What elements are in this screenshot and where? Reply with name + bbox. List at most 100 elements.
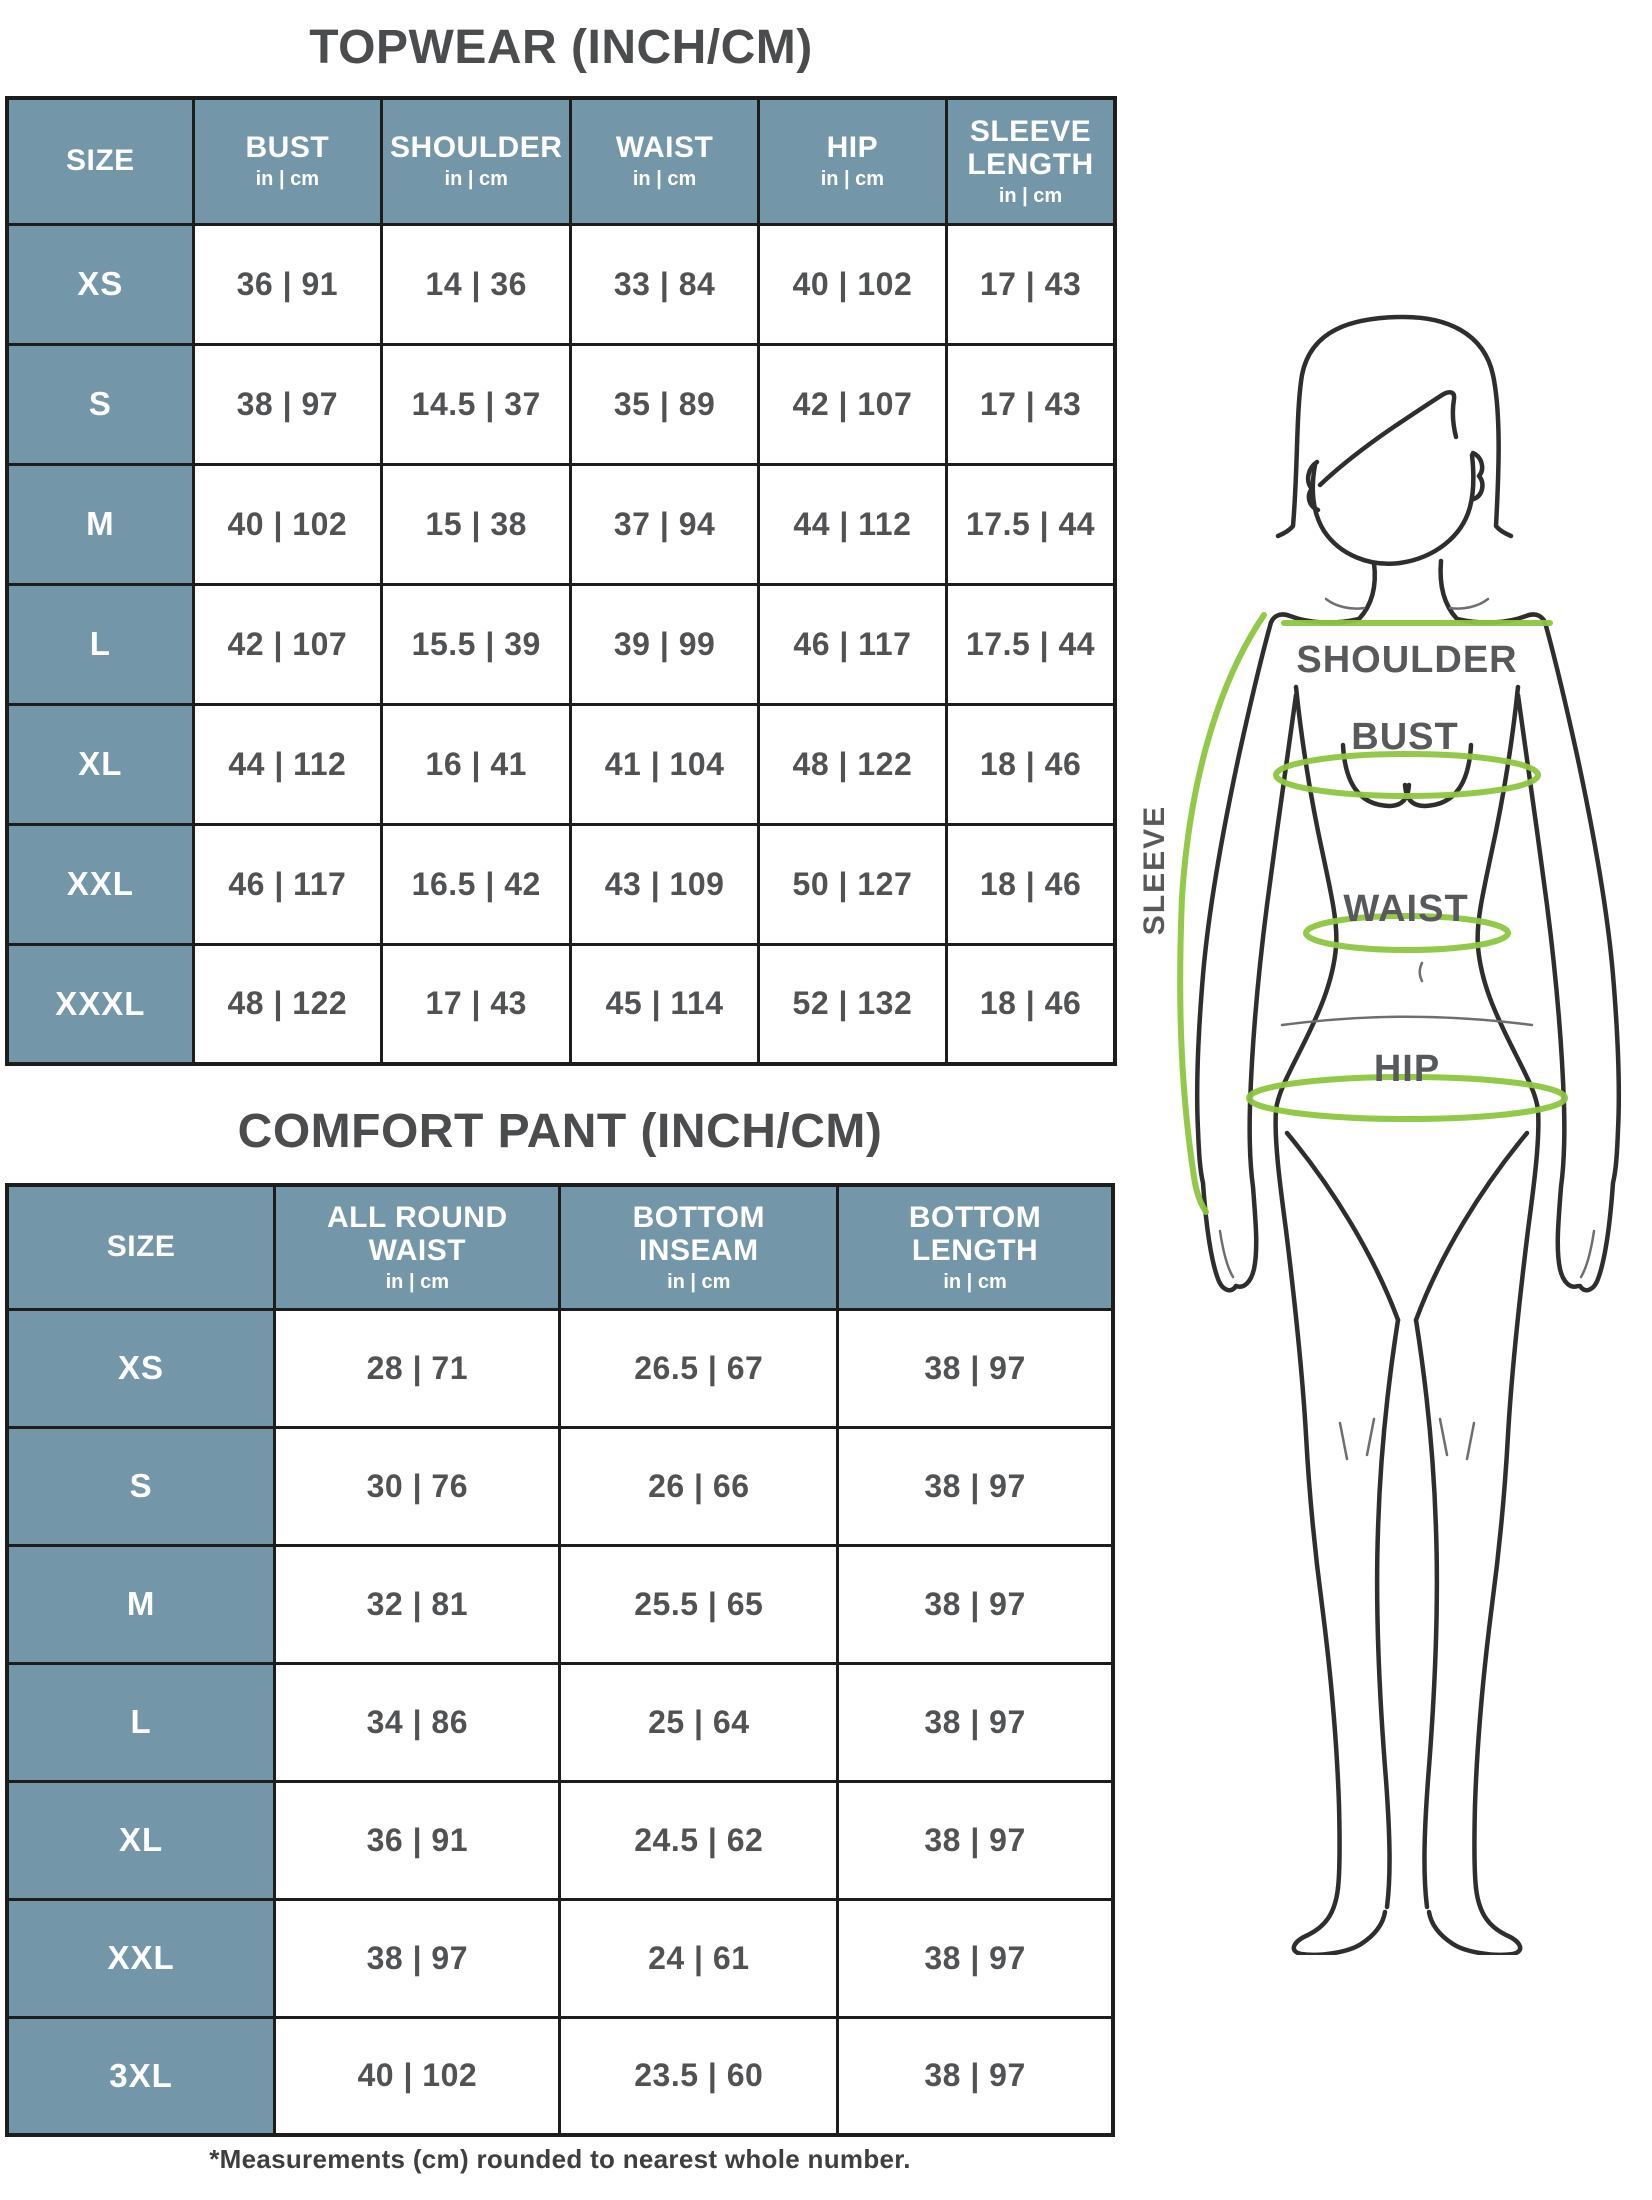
size-cell: L: [5, 1661, 277, 1783]
value-cell: 26.5 | 67: [558, 1307, 840, 1429]
table-row: XS 36 | 91 14 | 36 33 | 84 40 | 102 17 | 43: [5, 222, 1117, 346]
column-label: SIZE: [106, 1230, 176, 1264]
column-unit-sub: in | cm: [444, 168, 508, 191]
left-ear-outline: [1305, 459, 1321, 513]
value-cell: 23.5 | 60: [558, 2015, 840, 2137]
column-unit-sub: in | cm: [632, 168, 697, 191]
comfort-col-bottom-length: BOTTOM LENGTH in | cm: [836, 1183, 1115, 1311]
value-cell: 17.5 | 44: [945, 582, 1117, 706]
topwear-col-shoulder: SHOULDER in | cm: [379, 96, 573, 226]
topwear-header: SIZE BUST in | cm SHOULDER in | cm WAIST in | …: [5, 96, 1117, 226]
value-cell: 33 | 84: [569, 222, 760, 346]
face-outline: [1310, 452, 1476, 566]
left-torso-leg-outline: [1273, 684, 1342, 1891]
value-cell: 40 | 102: [273, 2015, 562, 2137]
value-cell: 26 | 66: [558, 1425, 840, 1547]
value-cell: 46 | 117: [191, 822, 384, 946]
value-cell: 18 | 46: [945, 822, 1117, 946]
bikini-left-line: [1284, 1130, 1401, 1323]
table-row: 3XL 40 | 102 23.5 | 60 38 | 97: [5, 2015, 1115, 2137]
shoulder-label: SHOULDER: [1296, 639, 1517, 681]
value-cell: 38 | 97: [836, 1425, 1115, 1547]
right-shoulder-arm-outline: [1454, 612, 1622, 1293]
right-torso-leg-outline: [1472, 684, 1541, 1891]
value-cell: 24 | 61: [558, 1897, 840, 2019]
value-cell: 52 | 132: [756, 942, 949, 1066]
value-cell: 38 | 97: [836, 1779, 1115, 1901]
size-cell: M: [5, 1543, 277, 1665]
value-cell: 38 | 97: [836, 1307, 1115, 1429]
size-cell: L: [5, 582, 195, 706]
table-row: XS 28 | 71 26.5 | 67 38 | 97: [5, 1307, 1115, 1429]
left-arm-inner-line: [1233, 692, 1299, 1289]
navel-mark: [1418, 961, 1424, 983]
value-cell: 18 | 46: [945, 942, 1117, 1066]
column-label: SHOULDER: [390, 131, 563, 165]
bust-measure-ellipse: [1273, 751, 1541, 799]
comfort-pant-title: COMFORT PANT (INCH/CM): [237, 1105, 883, 1158]
size-cell: S: [5, 1425, 277, 1547]
value-cell: 35 | 89: [569, 342, 760, 466]
value-cell: 17 | 43: [379, 942, 573, 1066]
comfort-col-all-round-waist: ALL ROUND WAIST in | cm: [273, 1183, 562, 1311]
neck-right-line: [1438, 558, 1460, 622]
topwear-col-sleeve-length: SLEEVE LENGTH in | cm: [945, 96, 1117, 226]
right-ear-outline: [1470, 450, 1485, 502]
waist-label: WAIST: [1343, 888, 1468, 930]
right-hand-finger-line: [1579, 1229, 1596, 1279]
size-cell: XXL: [5, 822, 195, 946]
value-cell: 24.5 | 62: [558, 1779, 840, 1901]
value-cell: 14.5 | 37: [379, 342, 573, 466]
value-cell: 17.5 | 44: [945, 462, 1117, 586]
left-hand-finger-line: [1218, 1229, 1235, 1279]
value-cell: 43 | 109: [569, 822, 760, 946]
size-cell: S: [5, 342, 195, 466]
value-cell: 40 | 102: [756, 222, 949, 346]
value-cell: 16.5 | 42: [379, 822, 573, 946]
topwear-col-waist: WAIST in | cm: [569, 96, 760, 226]
comfort-body: XS 28 | 71 26.5 | 67 38 | 97 S 30 | 76 26 | 66…: [5, 1307, 1115, 2137]
value-cell: 42 | 107: [191, 582, 384, 706]
value-cell: 14 | 36: [379, 222, 573, 346]
column-label: ALL ROUND WAIST: [327, 1200, 508, 1268]
left-leg-inner-line: [1374, 1317, 1401, 1910]
comfort-header: SIZE ALL ROUND WAIST in | cm BOTTOM INSEAM i…: [5, 1183, 1115, 1311]
sleeve-label: SLEEVE: [1138, 805, 1171, 935]
fringe-outline: [1317, 389, 1459, 488]
right-foot-outline: [1426, 1885, 1523, 1955]
table-row: M 32 | 81 25.5 | 65 38 | 97: [5, 1543, 1115, 1665]
table-row: XXL 46 | 117 16.5 | 42 43 | 109 50 | 127 18 |…: [5, 822, 1117, 946]
comfort-header-row: SIZE ALL ROUND WAIST in | cm BOTTOM INSEAM i…: [5, 1183, 1115, 1311]
value-cell: 32 | 81: [273, 1543, 562, 1665]
table-row: XL 44 | 112 16 | 41 41 | 104 48 | 122 18 | 46: [5, 702, 1117, 826]
hip-measure-ellipse: [1246, 1074, 1568, 1122]
left-shoulder-arm-outline: [1194, 612, 1362, 1293]
size-cell: XS: [5, 222, 195, 346]
bikini-right-line: [1413, 1130, 1530, 1323]
value-cell: 38 | 97: [273, 1897, 562, 2019]
column-label: SLEEVE LENGTH: [967, 114, 1094, 182]
table-row: XL 36 | 91 24.5 | 62 38 | 97: [5, 1779, 1115, 1901]
column-label: BOTTOM INSEAM: [632, 1200, 765, 1268]
size-cell: XXL: [5, 1897, 277, 2019]
table-row: XXXL 48 | 122 17 | 43 45 | 114 52 | 132 18 | …: [5, 942, 1117, 1066]
topwear-title: TOPWEAR (INCH/CM): [309, 21, 813, 74]
neck-left-line: [1356, 560, 1377, 622]
value-cell: 34 | 86: [273, 1661, 562, 1783]
measurement-marks: [1177, 612, 1568, 1215]
table-row: S 38 | 97 14.5 | 37 35 | 89 42 | 107 17 | 43: [5, 342, 1117, 466]
size-cell: XXXL: [5, 942, 195, 1066]
value-cell: 42 | 107: [756, 342, 949, 466]
size-cell: XL: [5, 702, 195, 826]
table-row: L 42 | 107 15.5 | 39 39 | 99 46 | 117 17.5 | …: [5, 582, 1117, 706]
left-foot-outline: [1291, 1885, 1388, 1955]
value-cell: 25.5 | 65: [558, 1543, 840, 1665]
topwear-col-hip: HIP in | cm: [756, 96, 949, 226]
value-cell: 18 | 46: [945, 702, 1117, 826]
value-cell: 39 | 99: [569, 582, 760, 706]
hip-label: HIP: [1374, 1048, 1440, 1090]
size-cell: XS: [5, 1307, 277, 1429]
comfort-col-size: SIZE: [5, 1183, 277, 1311]
column-unit-sub: in | cm: [820, 168, 885, 191]
